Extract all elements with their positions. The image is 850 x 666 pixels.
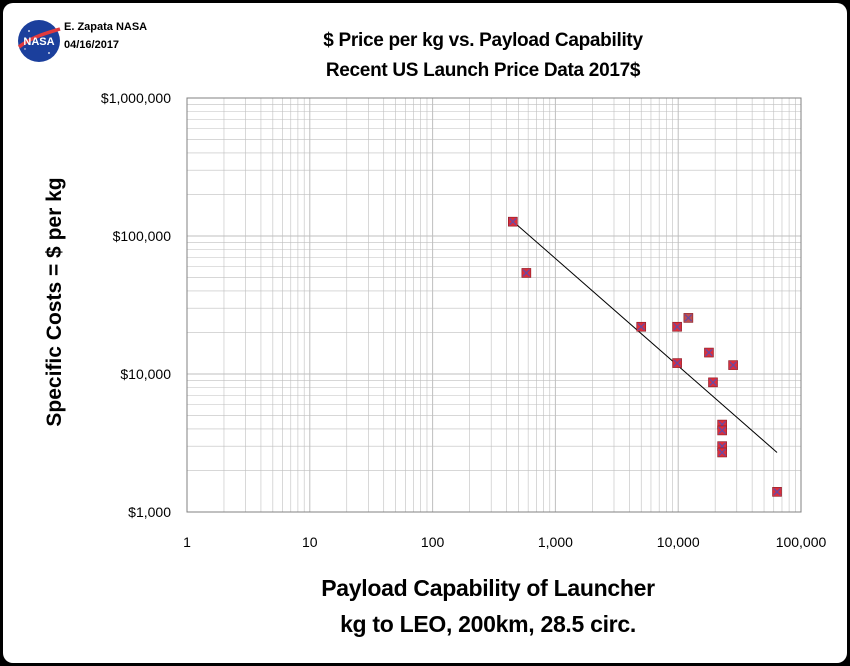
plot-area-frame bbox=[186, 97, 802, 513]
x-axis-label-line1: Payload Capability of Launcher bbox=[321, 575, 655, 601]
grid-lines bbox=[186, 98, 802, 513]
nasa-logo-icon: NASA bbox=[17, 20, 61, 62]
y-tick-label: $1,000 bbox=[128, 504, 171, 520]
data-point bbox=[672, 321, 682, 332]
author-credit: E. Zapata NASA bbox=[64, 21, 148, 33]
data-point bbox=[704, 347, 714, 358]
data-point bbox=[672, 358, 682, 368]
x-tick-labels: 1 10 100 1,000 10,000 100,000 bbox=[183, 534, 826, 550]
chart-title: $ Price per kg vs. Payload Capability bbox=[323, 30, 643, 51]
logo-text: NASA bbox=[23, 36, 54, 48]
slide: NASA E. Zapata NASA 04/16/2017 $ Price p… bbox=[3, 3, 847, 663]
x-axis-label-line2: kg to LEO, 200km, 28.5 circ. bbox=[340, 611, 636, 637]
y-tick-label: $100,000 bbox=[113, 228, 172, 244]
data-point bbox=[728, 360, 738, 370]
x-tick-label: 100 bbox=[421, 534, 445, 550]
y-tick-label: $1,000,000 bbox=[101, 90, 171, 106]
x-tick-label: 1 bbox=[183, 534, 191, 550]
data-point bbox=[508, 216, 518, 227]
data-point bbox=[772, 487, 782, 497]
x-tick-label: 10 bbox=[302, 534, 318, 550]
x-tick-label: 100,000 bbox=[776, 534, 827, 550]
data-points bbox=[508, 216, 782, 497]
y-tick-labels: $1,000 $10,000 $100,000 $1,000,000 bbox=[101, 90, 171, 520]
data-point bbox=[708, 377, 718, 388]
x-tick-label: 1,000 bbox=[538, 534, 573, 550]
data-point bbox=[636, 321, 647, 332]
data-point bbox=[521, 268, 532, 278]
x-tick-label: 10,000 bbox=[657, 534, 700, 550]
trendline bbox=[512, 220, 778, 453]
data-point bbox=[717, 425, 727, 436]
credit-date: 04/16/2017 bbox=[64, 39, 120, 51]
data-point bbox=[717, 447, 727, 458]
data-point bbox=[683, 313, 694, 323]
y-tick-label: $10,000 bbox=[120, 366, 171, 382]
chart-subtitle: Recent US Launch Price Data 2017$ bbox=[325, 60, 641, 81]
